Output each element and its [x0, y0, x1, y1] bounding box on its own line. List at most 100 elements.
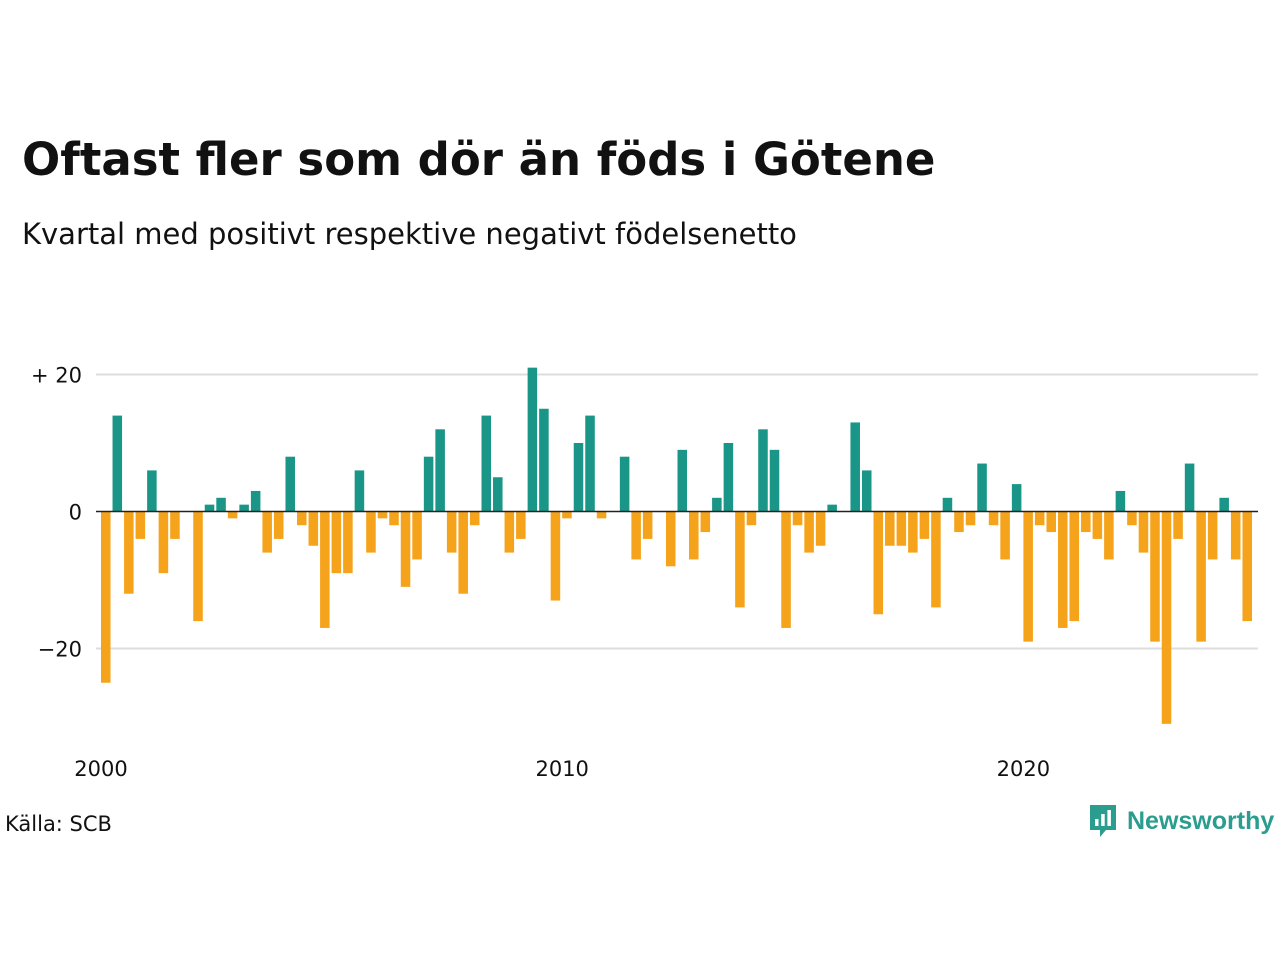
- bar-negative: [1069, 511, 1080, 622]
- bar-negative: [273, 511, 284, 539]
- bar-positive: [216, 497, 226, 512]
- bar-negative: [135, 511, 146, 539]
- bar-negative: [366, 511, 376, 553]
- bar-positive: [239, 504, 249, 512]
- bar-negative: [297, 511, 307, 526]
- bar-negative: [308, 511, 319, 546]
- bar-negative: [412, 511, 422, 560]
- bar-negative: [343, 511, 353, 574]
- bar-positive: [712, 497, 722, 512]
- bar-negative: [193, 511, 203, 622]
- bar-negative: [1207, 511, 1218, 560]
- bar-negative: [965, 511, 976, 526]
- bar-negative: [1104, 511, 1114, 560]
- bar-negative: [1150, 511, 1160, 642]
- bar-chart: + 20 0 −20 2000 2010 2020: [31, 364, 1258, 781]
- bar-positive: [423, 456, 434, 512]
- bar-negative: [227, 511, 238, 519]
- brand-name: Newsworthy: [1127, 806, 1275, 835]
- y-tick-label: 0: [69, 501, 82, 525]
- bar-negative: [124, 511, 134, 594]
- bar-positive: [977, 463, 987, 512]
- bar-negative: [642, 511, 653, 539]
- bar-positive: [527, 367, 538, 512]
- bar-positive: [585, 415, 595, 512]
- bar-positive: [539, 408, 549, 512]
- bar-negative: [896, 511, 907, 546]
- bar-negative: [262, 511, 272, 553]
- bar-negative: [735, 511, 745, 608]
- bar-positive: [147, 470, 157, 512]
- bar-positive: [861, 470, 872, 512]
- bar-negative: [331, 511, 342, 574]
- bar-negative: [1081, 511, 1091, 533]
- bar-negative: [781, 511, 791, 628]
- bar-negative: [631, 511, 641, 560]
- bar-negative: [101, 511, 111, 683]
- bar-negative: [320, 511, 330, 628]
- brand-logo[interactable]: Newsworthy: [1088, 803, 1274, 839]
- bar-positive: [1011, 484, 1022, 512]
- bar-positive: [481, 415, 492, 512]
- x-tick-label: 2020: [997, 757, 1050, 781]
- bar-positive: [619, 456, 630, 512]
- bar-negative: [446, 511, 457, 553]
- chart-title: Oftast fler som dör än föds i Götene: [22, 133, 936, 186]
- bar-positive: [850, 422, 860, 512]
- bar-positive: [677, 449, 688, 512]
- bar-negative: [550, 511, 561, 601]
- bar-negative: [665, 511, 676, 567]
- bar-negative: [689, 511, 699, 560]
- y-tick-label: + 20: [31, 364, 82, 388]
- bar-negative: [596, 511, 607, 519]
- bar-positive: [758, 429, 768, 512]
- bar-positive: [573, 443, 584, 512]
- bar-negative: [1000, 511, 1010, 560]
- bar-positive: [250, 490, 261, 512]
- bar-positive: [204, 504, 215, 512]
- bar-positive: [723, 443, 734, 512]
- newsworthy-logo-icon: [1090, 805, 1116, 837]
- bar-negative: [377, 511, 388, 519]
- grid-lines: [96, 373, 1258, 650]
- bar-negative: [1161, 511, 1172, 724]
- bar-negative: [815, 511, 826, 546]
- bar-negative: [792, 511, 803, 526]
- bar-negative: [469, 511, 480, 526]
- bar-positive: [942, 497, 953, 512]
- bar-negative: [1138, 511, 1149, 553]
- bar-negative: [804, 511, 814, 553]
- bar-positive: [112, 415, 123, 512]
- bar-negative: [158, 511, 169, 574]
- bar-positive: [1184, 463, 1195, 512]
- bar-negative: [504, 511, 515, 553]
- source-note: Källa: SCB: [5, 812, 112, 836]
- bars: [101, 367, 1252, 724]
- bar-negative: [954, 511, 964, 533]
- bar-negative: [170, 511, 180, 539]
- bar-positive: [354, 470, 365, 512]
- bar-negative: [400, 511, 411, 587]
- bar-positive: [285, 456, 296, 512]
- bar-negative: [919, 511, 930, 539]
- x-tick-label: 2000: [74, 757, 127, 781]
- bar-negative: [1196, 511, 1206, 642]
- bar-negative: [1173, 511, 1183, 539]
- y-tick-label: −20: [38, 638, 82, 662]
- bar-positive: [1115, 490, 1126, 512]
- bar-negative: [908, 511, 918, 553]
- bar-positive: [769, 449, 780, 512]
- bar-negative: [931, 511, 941, 608]
- bar-negative: [873, 511, 884, 615]
- bar-negative: [988, 511, 999, 526]
- bar-negative: [1092, 511, 1103, 539]
- bar-negative: [562, 511, 572, 519]
- x-tick-label: 2010: [535, 757, 588, 781]
- bar-negative: [1057, 511, 1068, 628]
- bar-negative: [1230, 511, 1241, 560]
- bar-negative: [885, 511, 895, 546]
- bar-negative: [700, 511, 711, 533]
- bar-negative: [389, 511, 399, 526]
- axes: + 20 0 −20 2000 2010 2020: [31, 364, 1258, 781]
- bar-negative: [1127, 511, 1137, 526]
